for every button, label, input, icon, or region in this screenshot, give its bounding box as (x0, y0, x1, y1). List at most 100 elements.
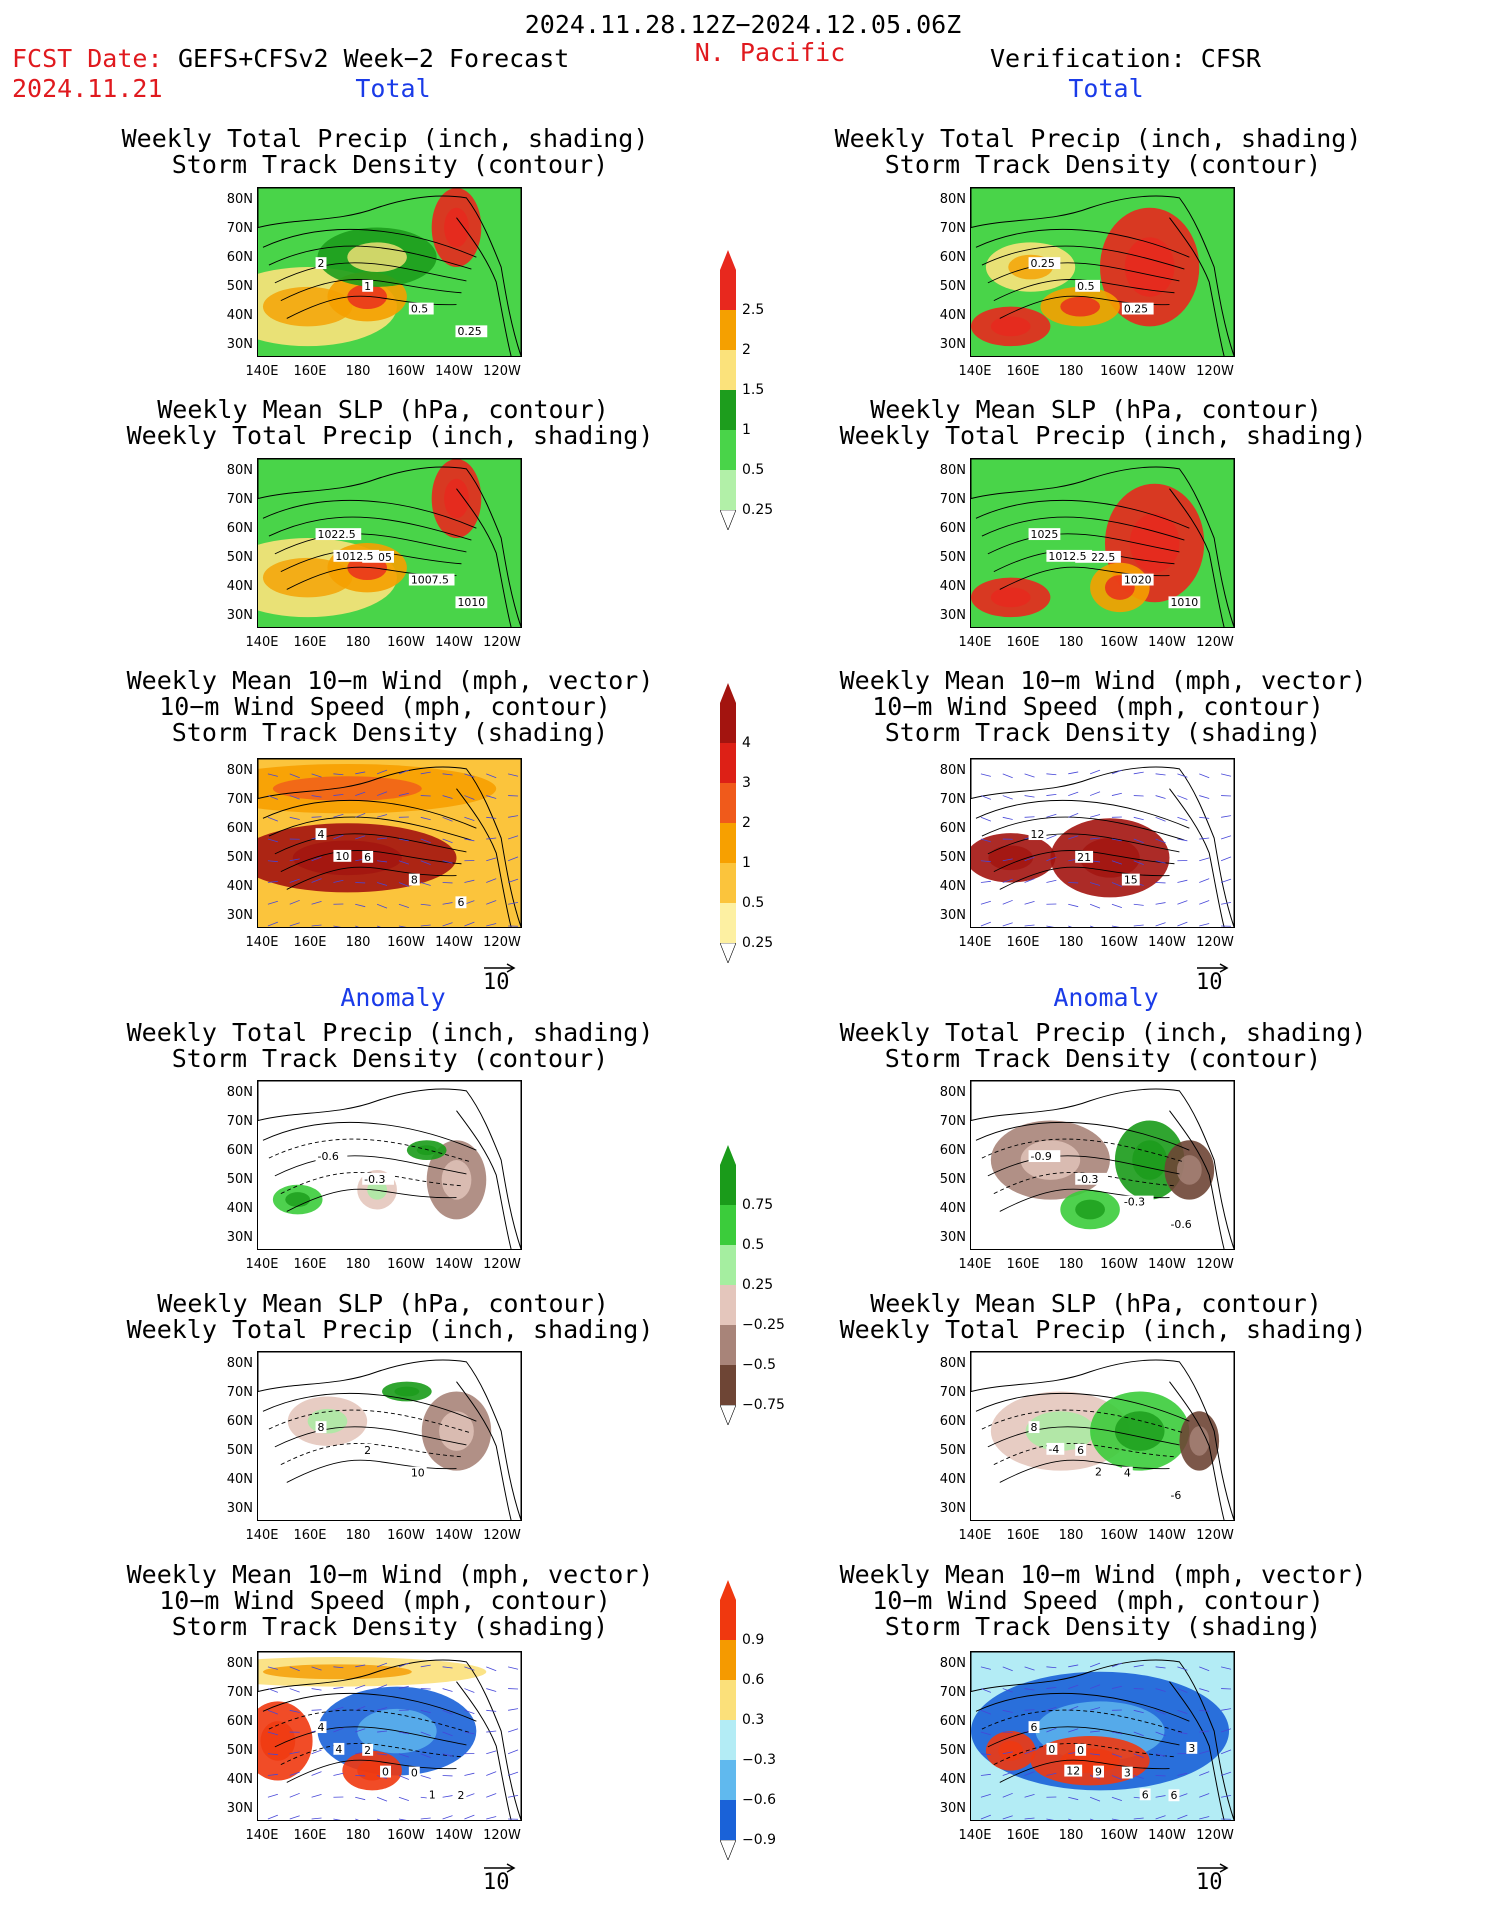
latitude-tick-label: 40N (939, 308, 966, 323)
wind-vector (980, 1793, 991, 1798)
longitude-tick-label: 160E (1006, 1528, 1040, 1543)
panel-title-fc-anom-wind-2: 10−m Wind Speed (mph, contour) (159, 1586, 611, 1615)
colorbar-tick-label: 1 (742, 855, 751, 871)
wind-vector (486, 816, 497, 819)
wind-vector (1090, 1753, 1101, 1756)
wind-vector (1177, 816, 1188, 822)
contour-label: -0.6 (1170, 1218, 1191, 1231)
contour-line (274, 533, 467, 555)
contour-label: 0.5 (411, 303, 428, 316)
panel-title-fc-total-wind-2: 10−m Wind Speed (mph, contour) (159, 692, 611, 721)
wind-vector (1024, 816, 1035, 818)
map-plot-fc-total-precip: 2 1 0.5 0.25 (258, 188, 521, 356)
latitude-tick-label: 30N (939, 908, 966, 923)
latitude-tick-label: 30N (939, 1230, 966, 1245)
wind-vector (333, 813, 344, 818)
wind-vector (1002, 1709, 1013, 1713)
contour-line (987, 1726, 1180, 1748)
wind-vector (267, 921, 278, 927)
panel-title-fc-anom-slp-1: Weekly Mean SLP (hPa, contour) (157, 1289, 609, 1318)
contour-label: 8 (318, 1421, 325, 1434)
contour-label: 1022.5 (318, 528, 356, 541)
wind-vector (420, 816, 431, 821)
contour-label: -0.3 (364, 1173, 385, 1186)
wind-vector (398, 925, 407, 927)
latitude-tick-label: 30N (939, 608, 966, 623)
longitude-tick-label: 160W (1100, 1257, 1138, 1272)
region-label: N. Pacific (694, 38, 846, 67)
wind-vector (1177, 773, 1188, 778)
contour-label-bg (408, 1766, 420, 1779)
latitude-tick-label: 50N (226, 1443, 253, 1458)
contour-label: 1012.5 (1048, 550, 1086, 563)
contour-label: 4 (318, 1721, 325, 1734)
wind-vector (507, 835, 519, 840)
longitude-tick-label: 140W (1148, 1257, 1186, 1272)
wind-vector (486, 773, 497, 779)
wind-vector (420, 1731, 431, 1737)
panel-title-obs-anom-slp-1: Weekly Mean SLP (hPa, contour) (870, 1289, 1322, 1318)
contour-line (987, 1426, 1180, 1448)
wind-vector (1068, 1818, 1073, 1820)
wind-vector (311, 816, 322, 818)
shading-core (1025, 1411, 1096, 1451)
panel-title-fc-total-precip-2: Storm Track Density (contour) (171, 150, 609, 179)
wind-vector (1089, 925, 1094, 927)
wind-vector (1111, 1685, 1122, 1689)
shading-core (1060, 296, 1101, 317)
wind-vector (1068, 771, 1079, 775)
wind-vector (1155, 860, 1166, 864)
wind-vector (398, 1662, 409, 1668)
longitude-tick-label: 120W (1196, 1828, 1234, 1843)
shading-core (444, 478, 469, 519)
longitude-tick-label: 180 (1058, 1828, 1084, 1843)
wind-vector (1111, 1796, 1122, 1802)
wind-vector (1002, 773, 1013, 779)
wind-vector (464, 773, 475, 778)
wind-vector (420, 1753, 431, 1759)
contour-line (268, 1409, 472, 1434)
latitude-tick-label: 60N (939, 250, 966, 265)
wind-vector (1177, 1688, 1188, 1693)
contour-label-bg (1093, 1765, 1104, 1778)
contour-label-bg (315, 1721, 327, 1734)
wind-vector (398, 903, 409, 909)
contour-label-bg (1028, 528, 1061, 541)
colorbar-tick-label: 2.5 (742, 302, 765, 318)
contour-label-bg (1046, 1742, 1058, 1755)
panel-title-obs-anom-wind-2: 10−m Wind Speed (mph, contour) (872, 1586, 1324, 1615)
contour-label: 0 (382, 1766, 389, 1779)
wind-vector (289, 899, 300, 905)
panel-title-obs-total-slp-1: Weekly Mean SLP (hPa, contour) (870, 395, 1322, 424)
wind-vector (1155, 1709, 1166, 1715)
wind-vector (1024, 773, 1035, 778)
wind-vector (377, 1753, 388, 1756)
latitude-tick-label: 70N (226, 1114, 253, 1129)
panel-title-fc-anom-slp-2: Weekly Total Precip (inch, shading) (126, 1315, 654, 1344)
longitude-tick-label: 140W (435, 635, 473, 650)
wind-vector (980, 1731, 991, 1736)
wind-vector (1046, 1727, 1057, 1733)
wind-vector (1024, 1666, 1035, 1671)
wind-vector (1089, 814, 1101, 818)
colorbar-bottom-triangle (720, 510, 736, 530)
latitude-tick-label: 60N (939, 521, 966, 536)
colorbar-segment (720, 1680, 736, 1720)
shading-core (990, 587, 1031, 608)
wind-vector (1089, 791, 1101, 796)
latitude-tick-label: 50N (226, 850, 253, 865)
latitude-tick-label: 80N (226, 1656, 253, 1671)
wind-vector (464, 921, 475, 927)
latitude-tick-label: 50N (939, 850, 966, 865)
wind-vector (311, 1709, 322, 1711)
colorbar-segment (720, 1800, 736, 1840)
wind-vector (398, 838, 409, 842)
contour-label-bg (1075, 550, 1121, 563)
wind-vector (267, 1814, 278, 1820)
wind-vector (1133, 1664, 1144, 1668)
contour-line (987, 833, 1180, 855)
wind-vector (507, 1728, 519, 1733)
wind-vector (1199, 837, 1210, 840)
contour-label: 6 (1142, 1788, 1149, 1801)
wind-vector (486, 857, 497, 862)
